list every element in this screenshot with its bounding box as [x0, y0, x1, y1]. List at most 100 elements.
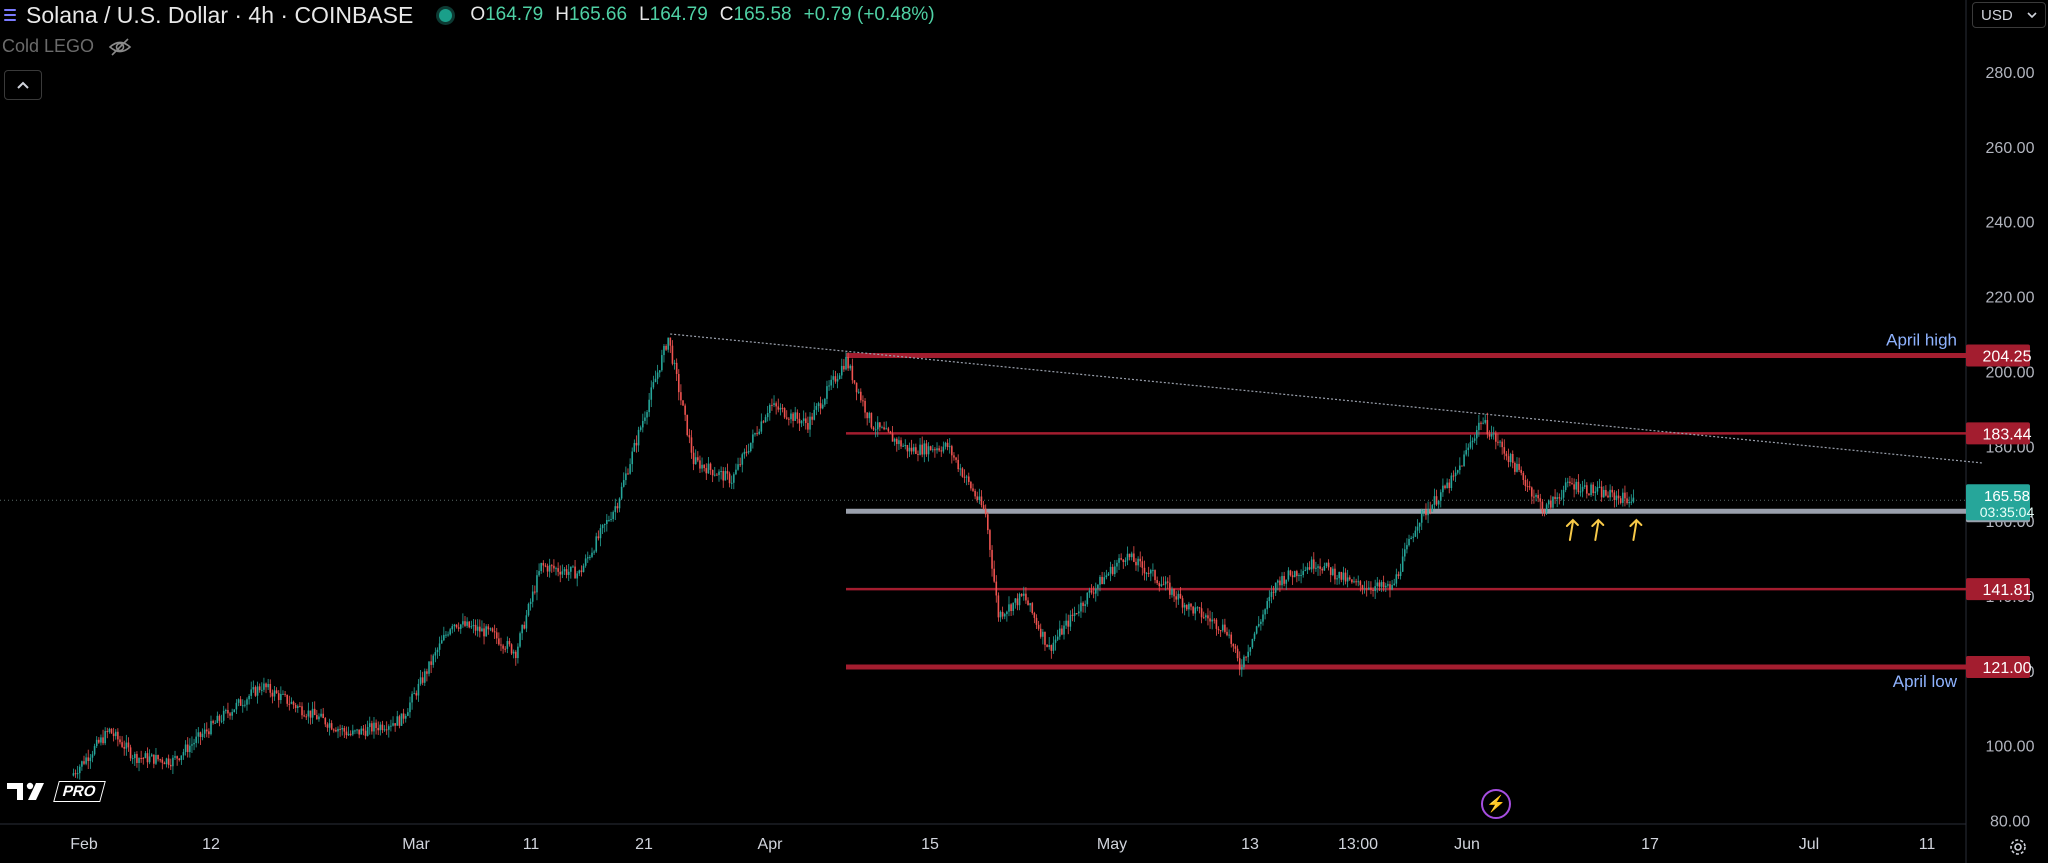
candle-body: [953, 455, 955, 458]
candle-body: [1122, 559, 1125, 562]
candle-body: [1050, 645, 1053, 651]
collapse-legend-button[interactable]: [4, 70, 42, 100]
candle-body: [553, 565, 555, 569]
candle-body: [375, 722, 377, 728]
candle-body: [1101, 576, 1103, 585]
candle-body: [785, 417, 788, 419]
candle-body: [104, 731, 106, 744]
candle-body: [900, 440, 902, 447]
candle-body: [906, 445, 909, 452]
candle-body: [656, 372, 659, 379]
indicator-name[interactable]: Cold LEGO: [2, 36, 95, 56]
candle-body: [1588, 493, 1590, 496]
candle-body: [131, 758, 134, 760]
level-annotation: April low: [1893, 672, 1958, 691]
candle-body: [1518, 463, 1520, 470]
candle-body: [898, 440, 900, 445]
candle-body: [648, 399, 650, 413]
candle-body: [1401, 556, 1404, 572]
candle-body: [834, 376, 837, 382]
candle-body: [927, 446, 930, 455]
candle-body: [1209, 618, 1211, 622]
candle-body: [138, 757, 140, 763]
candle-body: [225, 710, 227, 712]
candle-body: [146, 753, 149, 763]
candle-body: [934, 449, 936, 451]
candle-body: [904, 445, 907, 447]
lightning-icon[interactable]: ⚡: [1481, 789, 1511, 819]
hamburger-menu-icon[interactable]: [2, 6, 18, 24]
candle-body: [627, 473, 629, 475]
candle-body: [434, 652, 437, 656]
candle-body: [78, 766, 81, 774]
candle-body: [578, 570, 581, 574]
candle-body: [227, 710, 229, 714]
candle-body: [176, 756, 178, 759]
candle-body: [184, 744, 187, 752]
candle-body: [1607, 495, 1609, 498]
candle-body: [197, 732, 200, 737]
candle-body: [940, 450, 943, 452]
candle-body: [944, 442, 947, 447]
candle-body: [1107, 573, 1110, 576]
candle-body: [1522, 472, 1525, 481]
candle-body: [1228, 634, 1230, 636]
candle-body: [277, 693, 280, 701]
candle-body: [1175, 596, 1177, 600]
candle-body: [1363, 588, 1366, 590]
candle-body: [1154, 570, 1156, 581]
candle-body: [1552, 496, 1554, 508]
candle-body: [991, 549, 993, 569]
chart-settings-button[interactable]: [2000, 834, 2036, 860]
candle-body: [957, 459, 959, 470]
candle-body: [923, 443, 926, 455]
candle-body: [1439, 492, 1442, 501]
candle-body: [1319, 566, 1321, 569]
candle-body: [1008, 604, 1010, 612]
candle-body: [1080, 602, 1082, 612]
candle-body: [1116, 562, 1118, 567]
candle-body: [383, 729, 386, 731]
candle-body: [332, 729, 335, 731]
candle-body: [1484, 420, 1487, 423]
candle-body: [74, 773, 77, 775]
candle-body: [1488, 434, 1491, 437]
candle-body: [652, 382, 655, 388]
candle-body: [1613, 492, 1616, 500]
candle-body: [824, 398, 826, 405]
candle-body: [667, 337, 669, 350]
candle-body: [371, 723, 373, 732]
candle-body: [525, 615, 528, 629]
candle-body: [595, 536, 598, 552]
candle-body: [1507, 456, 1510, 463]
candle-body: [464, 621, 466, 626]
candle-body: [976, 496, 979, 500]
candle-body: [201, 733, 204, 738]
candle-body: [881, 427, 883, 429]
low-value: 164.79: [649, 4, 708, 25]
candle-body: [1353, 581, 1355, 583]
tradingview-logo[interactable]: PRO: [6, 780, 106, 802]
candle-body: [462, 621, 464, 625]
candle-body: [1226, 631, 1228, 636]
up-arrow-marker: [1565, 518, 1579, 541]
candle-body: [1243, 656, 1245, 668]
candle-body: [1558, 497, 1561, 499]
candle-body: [191, 744, 193, 746]
candle-body: [1177, 593, 1180, 600]
candle-body: [1437, 500, 1440, 505]
candle-body: [269, 683, 272, 693]
candle-body: [769, 404, 771, 413]
candle-body: [1346, 577, 1349, 582]
candle-body: [1452, 475, 1455, 477]
hidden-eye-icon[interactable]: [108, 37, 132, 57]
candle-body: [1298, 575, 1300, 577]
currency-select[interactable]: USD: [1972, 2, 2046, 28]
symbol-title[interactable]: Solana / U.S. Dollar · 4h · COINBASE: [26, 1, 414, 28]
candle-body: [284, 693, 286, 695]
candle-body: [352, 730, 354, 735]
candle-body: [1399, 571, 1402, 576]
candle-body: [1583, 485, 1586, 487]
candle-body: [821, 404, 824, 409]
